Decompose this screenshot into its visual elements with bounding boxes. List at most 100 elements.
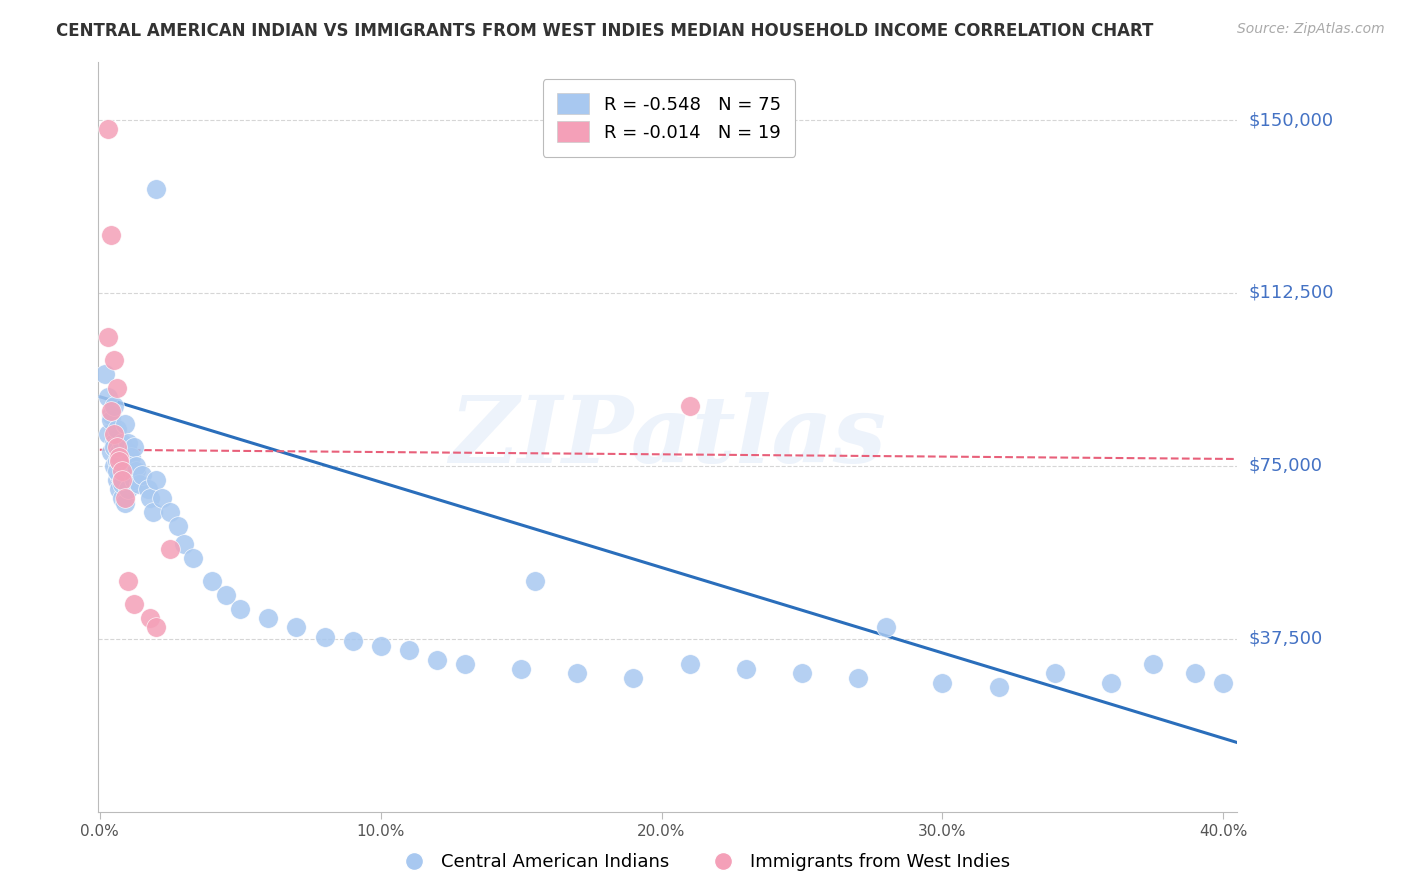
Point (103, 435, 125, 450)
Point (398, 643, 420, 657)
Point (114, 417, 136, 432)
Point (370, 639, 392, 653)
Point (285, 620, 308, 634)
Point (678, 399, 700, 413)
Point (103, 352, 125, 367)
Point (1142, 657, 1164, 672)
Point (125, 463, 148, 477)
Point (122, 473, 145, 487)
Point (139, 491, 162, 505)
Point (117, 574, 139, 589)
Point (734, 662, 756, 676)
Point (97, 330, 120, 344)
Text: $37,500: $37,500 (1249, 630, 1323, 648)
Point (1212, 675, 1234, 690)
Point (931, 675, 953, 690)
Point (117, 435, 139, 450)
Point (108, 454, 131, 468)
Point (201, 574, 224, 589)
Point (122, 441, 145, 455)
Point (215, 588, 238, 602)
Point (114, 491, 136, 505)
Point (111, 477, 134, 491)
Point (114, 496, 136, 510)
Point (100, 413, 122, 427)
Point (131, 468, 153, 483)
Point (120, 450, 142, 464)
Point (142, 505, 165, 519)
Point (105, 473, 128, 487)
Point (790, 666, 813, 681)
Point (111, 435, 134, 450)
Point (111, 473, 134, 487)
Point (1184, 666, 1206, 681)
Point (111, 491, 134, 505)
Point (136, 482, 159, 496)
Point (105, 441, 128, 455)
Point (150, 491, 173, 505)
Point (103, 399, 125, 413)
Point (105, 463, 128, 477)
Point (454, 657, 477, 672)
Point (122, 597, 145, 611)
Point (117, 445, 139, 459)
Point (117, 482, 139, 496)
Point (100, 408, 122, 422)
Point (108, 445, 131, 459)
Point (342, 634, 364, 648)
Point (103, 458, 125, 473)
Point (510, 662, 533, 676)
Point (1099, 675, 1122, 690)
Point (103, 426, 125, 441)
Point (875, 620, 897, 634)
Point (159, 505, 181, 519)
Point (97, 426, 120, 441)
Text: CENTRAL AMERICAN INDIAN VS IMMIGRANTS FROM WEST INDIES MEDIAN HOUSEHOLD INCOME C: CENTRAL AMERICAN INDIAN VS IMMIGRANTS FR… (56, 22, 1153, 40)
Point (1043, 666, 1066, 681)
Point (139, 611, 162, 625)
Point (167, 519, 190, 533)
Point (94, 367, 117, 381)
Point (97, 390, 120, 404)
Point (145, 182, 167, 196)
Point (173, 537, 195, 551)
Point (181, 551, 204, 566)
Point (105, 422, 128, 436)
Point (100, 445, 122, 459)
Point (108, 482, 131, 496)
Point (125, 458, 148, 473)
Point (128, 477, 150, 491)
Point (105, 454, 128, 468)
Point (426, 652, 449, 666)
Legend: Central American Indians, Immigrants from West Indies: Central American Indians, Immigrants fro… (388, 847, 1018, 879)
Point (678, 657, 700, 672)
Point (103, 441, 125, 455)
Text: $150,000: $150,000 (1249, 112, 1333, 129)
Text: $112,500: $112,500 (1249, 284, 1334, 302)
Point (114, 458, 136, 473)
Point (987, 680, 1010, 694)
Point (108, 454, 131, 468)
Point (229, 602, 252, 616)
Point (108, 468, 131, 483)
Point (257, 611, 280, 625)
Point (111, 463, 134, 477)
Point (145, 620, 167, 634)
Point (314, 630, 336, 644)
Point (111, 473, 134, 487)
Point (100, 228, 122, 243)
Point (524, 574, 547, 589)
Point (623, 671, 645, 685)
Point (567, 666, 589, 681)
Point (100, 403, 122, 417)
Point (108, 450, 131, 464)
Point (846, 671, 869, 685)
Point (105, 380, 128, 394)
Text: Source: ZipAtlas.com: Source: ZipAtlas.com (1237, 22, 1385, 37)
Text: ZIPatlas: ZIPatlas (450, 392, 886, 482)
Point (159, 541, 181, 556)
Text: $75,000: $75,000 (1249, 457, 1323, 475)
Legend: R = -0.548   N = 75, R = -0.014   N = 19: R = -0.548 N = 75, R = -0.014 N = 19 (543, 79, 796, 157)
Point (120, 463, 142, 477)
Point (97, 122, 120, 136)
